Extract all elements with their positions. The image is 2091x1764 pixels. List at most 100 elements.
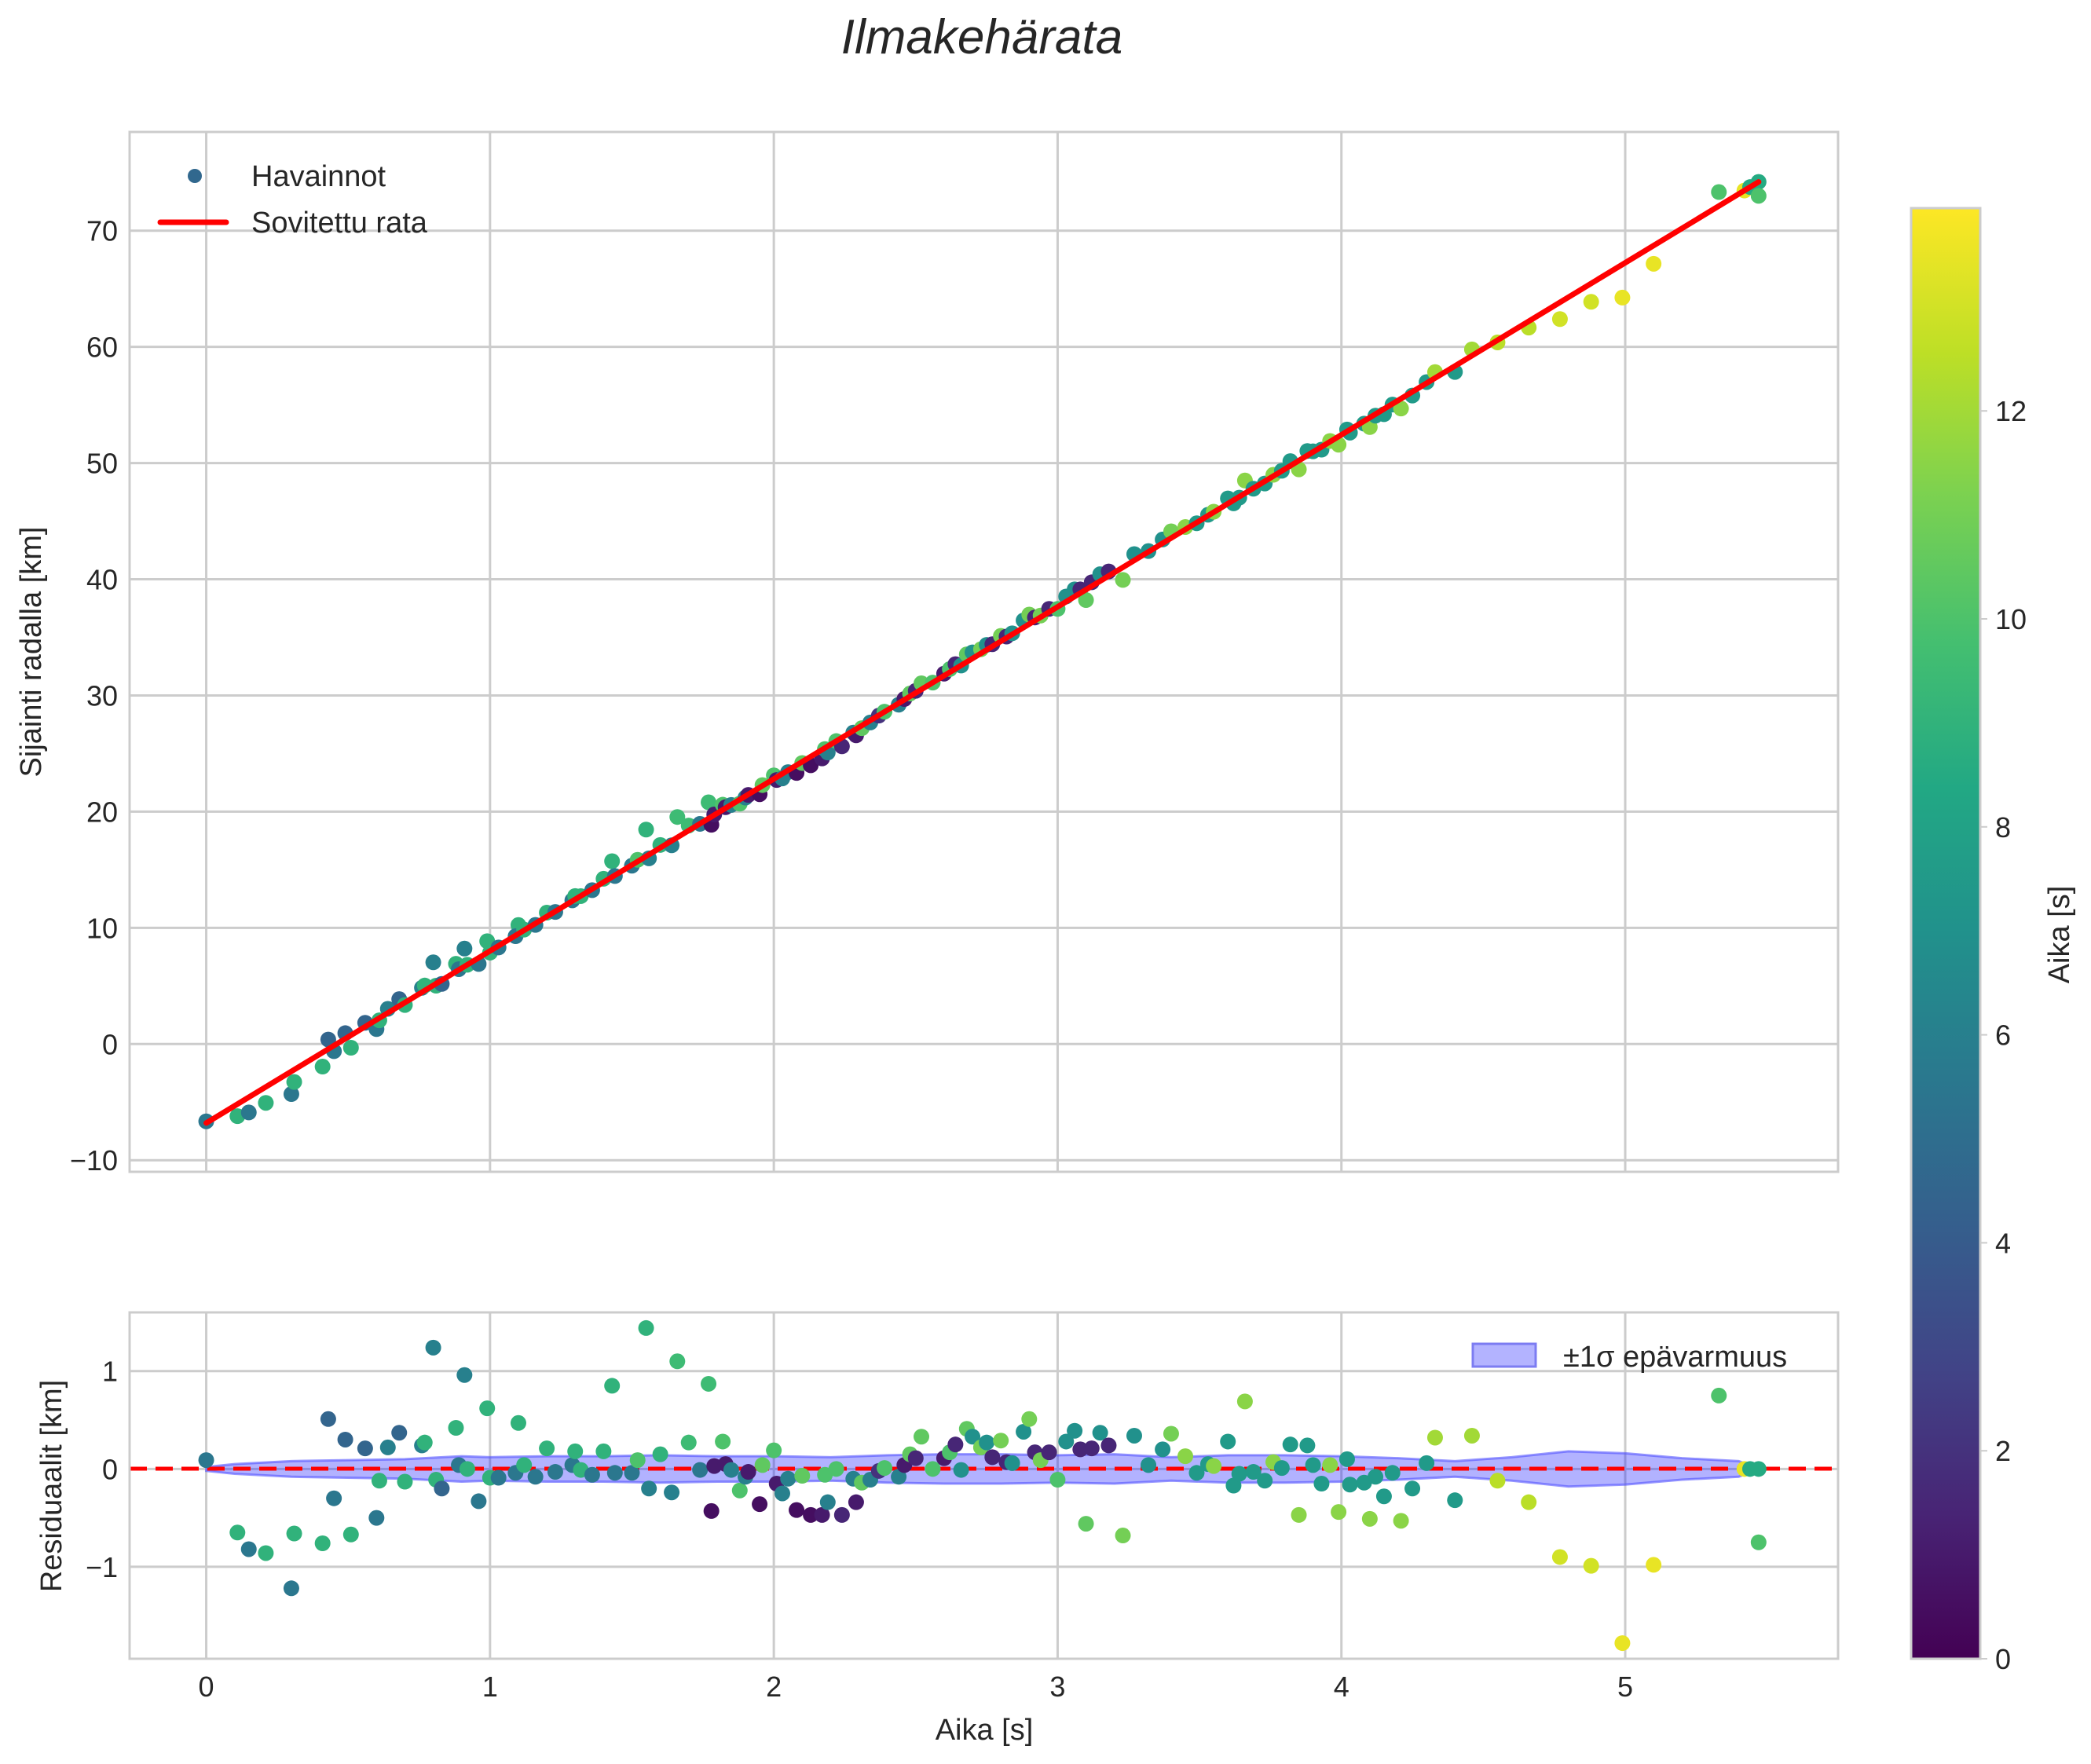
residual-point: [1750, 1461, 1767, 1477]
residual-point: [814, 1506, 830, 1523]
observation-point: [258, 1095, 274, 1111]
residual-point: [425, 1339, 441, 1356]
residual-point: [1126, 1427, 1142, 1444]
observation-point: [638, 822, 654, 838]
colorbar-tick-label: 12: [1995, 395, 2027, 427]
observation-point: [1711, 184, 1727, 200]
residuals-grid: [130, 1312, 1838, 1659]
residual-point: [368, 1510, 385, 1526]
residual-point: [848, 1494, 864, 1510]
legend-label-observations: Havainnot: [251, 160, 386, 193]
residual-point: [1092, 1425, 1108, 1441]
residual-point: [1220, 1433, 1236, 1450]
residual-point: [357, 1440, 373, 1457]
residual-point: [1163, 1425, 1179, 1442]
fitted-trajectory-line: [203, 179, 1762, 1126]
residual-point: [1583, 1557, 1599, 1574]
x-tick-label: 0: [199, 1671, 214, 1703]
observation-point: [425, 954, 441, 971]
residual-point: [448, 1420, 464, 1436]
residual-point: [471, 1493, 487, 1510]
residual-point: [669, 1353, 686, 1370]
residual-point: [379, 1439, 396, 1455]
residual-point: [984, 1449, 1001, 1466]
colorbar-tick-label: 8: [1995, 811, 2011, 844]
residual-point: [1331, 1504, 1347, 1521]
main-legend: Havainnot Sovitettu rata: [157, 160, 428, 240]
residual-point: [1404, 1480, 1421, 1497]
residual-point: [664, 1484, 680, 1501]
residual-point: [1257, 1473, 1273, 1489]
observation-point: [1551, 311, 1568, 328]
main-y-axis-label: Sijainti radalla [km]: [15, 527, 48, 778]
residual-point: [953, 1462, 969, 1478]
residual-point: [584, 1466, 600, 1483]
residual-point: [1368, 1469, 1384, 1485]
residual-point: [1322, 1457, 1338, 1473]
residuals-legend: ±1σ epävarmuus: [1471, 1341, 1787, 1374]
residual-point: [638, 1319, 654, 1336]
colorbar: 0 2 4 6 8 10 12 Aika [s]: [1910, 207, 2076, 1675]
y-tick-label: 0: [102, 1028, 118, 1060]
residual-point: [342, 1526, 359, 1543]
residual-point: [925, 1461, 941, 1477]
residual-point: [1489, 1473, 1506, 1489]
residual-point: [891, 1469, 907, 1485]
residual-point: [1115, 1528, 1131, 1544]
residual-point: [629, 1452, 646, 1469]
residual-point: [1447, 1492, 1463, 1509]
residual-point: [326, 1490, 342, 1506]
residual-point: [1100, 1437, 1117, 1454]
y-tick-label: 70: [86, 215, 118, 247]
x-tick-label: 5: [1617, 1671, 1633, 1703]
residual-point: [1021, 1411, 1038, 1427]
residual-point: [1067, 1422, 1083, 1439]
residual-point: [1393, 1513, 1409, 1529]
residual-point: [1078, 1516, 1094, 1532]
residual-point: [965, 1429, 981, 1445]
residuals-plot-panel: −1 0 1 0 1 2 3 4 5 Residuaalit [km] Aika [s] ±1…: [35, 1311, 1840, 1747]
residual-point: [1750, 1534, 1767, 1550]
colorbar-gradient: [1910, 207, 1982, 1660]
residual-point: [828, 1461, 844, 1477]
residual-point: [819, 1494, 836, 1510]
residual-point: [723, 1462, 739, 1478]
residual-point: [780, 1470, 796, 1487]
residual-point: [604, 1378, 621, 1394]
observation-point: [701, 794, 717, 811]
residual-point: [1225, 1477, 1242, 1494]
residual-point: [1004, 1455, 1020, 1471]
residual-point: [1305, 1457, 1321, 1473]
residual-point: [624, 1465, 640, 1481]
residual-point: [456, 1367, 473, 1383]
residual-point: [789, 1502, 805, 1518]
observation-point: [604, 853, 621, 869]
residual-point: [1299, 1437, 1316, 1454]
y-tick-label: 0: [102, 1453, 118, 1485]
residual-point: [1313, 1476, 1330, 1492]
residual-point: [416, 1434, 433, 1451]
residual-point: [703, 1502, 720, 1519]
observation-point: [1750, 188, 1767, 204]
residual-point: [1342, 1477, 1358, 1493]
residual-point: [1375, 1488, 1392, 1505]
residual-point: [774, 1485, 790, 1502]
residual-point: [1426, 1429, 1443, 1446]
observation-point: [240, 1104, 257, 1121]
residual-point: [1245, 1464, 1262, 1480]
residual-point: [314, 1535, 331, 1551]
observation-point: [286, 1074, 302, 1090]
residual-point: [914, 1429, 930, 1445]
residual-point: [547, 1464, 563, 1480]
main-frame: [128, 130, 1840, 1173]
observation-point: [314, 1059, 331, 1075]
x-axis-label: Aika [s]: [936, 1714, 1034, 1747]
residual-point: [1041, 1444, 1057, 1461]
legend-marker-observations: [188, 169, 202, 183]
residual-point: [1273, 1460, 1290, 1477]
residual-point: [606, 1465, 623, 1481]
residual-point: [1177, 1448, 1194, 1465]
residual-point: [567, 1443, 584, 1459]
main-plot-panel: −10 0 10 20 30 40 50 60 70 Sijainti radalla [km]…: [15, 130, 1840, 1177]
